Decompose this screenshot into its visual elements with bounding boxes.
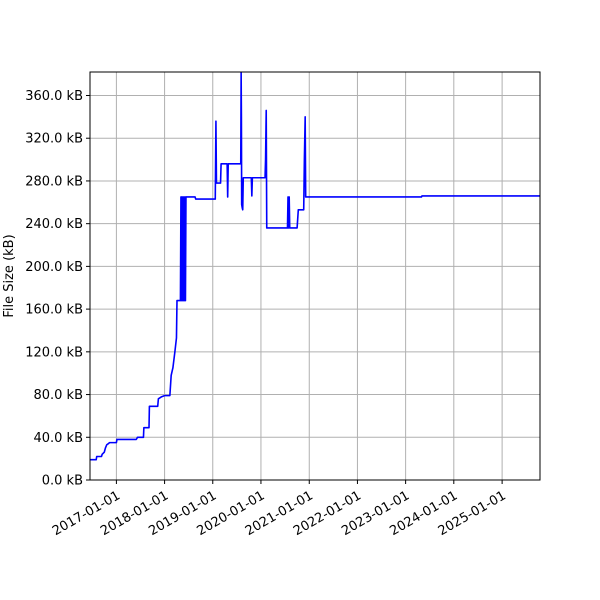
y-tick-label: 320.0 kB (25, 132, 83, 147)
y-tick-label: 80.0 kB (33, 388, 83, 403)
y-tick-label: 40.0 kB (33, 431, 83, 446)
y-tick-label: 360.0 kB (25, 89, 83, 104)
grid-lines (90, 72, 540, 481)
x-axis: 2017-01-012018-01-012019-01-012020-01-01… (50, 480, 509, 539)
series-layer (90, 72, 540, 461)
y-axis: 0.0 kB 40.0 kB 80.0 kB 120.0 kB 160.0 kB 200.… (25, 89, 90, 489)
y-tick-label: 160.0 kB (25, 303, 83, 318)
y-tick-label: 240.0 kB (25, 217, 83, 232)
y-tick-label: 0.0 kB (42, 474, 83, 489)
plot-area-frame (89, 71, 541, 481)
y-tick-label: 120.0 kB (25, 345, 83, 360)
y-tick-label: 200.0 kB (25, 260, 83, 275)
y-axis-label: File Size (kB) (2, 234, 17, 317)
y-tick-label: 280.0 kB (25, 174, 83, 189)
file-size-series-line (90, 72, 540, 461)
